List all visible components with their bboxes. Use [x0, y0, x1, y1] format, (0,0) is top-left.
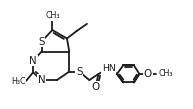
Text: N: N [29, 56, 37, 66]
Text: O: O [91, 82, 100, 92]
Text: N: N [38, 75, 45, 85]
Text: H₃C: H₃C [11, 77, 25, 86]
Text: O: O [144, 69, 152, 79]
Text: S: S [76, 67, 83, 77]
Text: HN: HN [102, 64, 115, 73]
Text: CH₃: CH₃ [45, 11, 60, 20]
Text: S: S [38, 37, 45, 47]
Text: CH₃: CH₃ [159, 69, 173, 78]
